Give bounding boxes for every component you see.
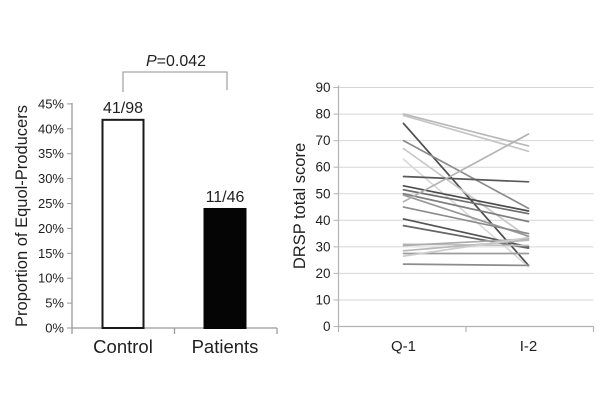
line-category-label: Q-1 xyxy=(391,338,416,355)
line-category-label: I-2 xyxy=(520,338,538,355)
subject-18-line xyxy=(402,239,530,252)
subject-9-line xyxy=(402,188,530,215)
bar-category-label: Patients xyxy=(192,336,259,357)
subject-7-line xyxy=(402,175,530,183)
y-tick-label: 40 xyxy=(315,213,330,228)
subject-13-line xyxy=(402,206,530,235)
y-tick-label: 25% xyxy=(38,196,64,211)
line-chart: 0 10 20 30 40 50 60 70 80 90 DRSP total score Q-1 I-… xyxy=(291,80,595,355)
y-tick-label: 60 xyxy=(315,160,330,175)
subject-10-line xyxy=(402,192,530,223)
subject-1-line xyxy=(402,113,530,147)
significance-bracket xyxy=(122,71,228,92)
subject-4-line xyxy=(402,139,530,210)
y-tick-label: 90 xyxy=(315,80,330,95)
y-tick-label: 20 xyxy=(315,266,330,281)
bar-category-label: Control xyxy=(93,336,153,357)
y-tick-label: 30% xyxy=(38,171,64,186)
y-tick-label: 10% xyxy=(38,271,64,286)
bar-count-label: 41/98 xyxy=(103,100,143,117)
y-tick-label: 0% xyxy=(45,321,64,336)
y-tick-label: 5% xyxy=(45,296,64,311)
y-tick-label: 35% xyxy=(38,146,64,161)
subject-20-line xyxy=(402,236,530,257)
subject-12-line xyxy=(402,133,530,203)
subject-5-line xyxy=(402,147,530,239)
bar-chart: 0% 5% 10% 15% 20% 25% 30% 35% 40% 45% Proportion o… xyxy=(13,53,278,357)
y-tick-label: 40% xyxy=(38,121,64,136)
y-tick-label: 0 xyxy=(323,319,331,334)
y-tick-label: 15% xyxy=(38,246,64,261)
p-value-label: P=0.042 xyxy=(146,53,206,70)
bar-patients xyxy=(203,207,247,329)
subject-21-line xyxy=(402,263,530,267)
bar-y-axis-title: Proportion of Equol-Producers xyxy=(13,105,31,327)
y-tick-label: 10 xyxy=(315,292,330,307)
bar-control xyxy=(101,118,145,329)
line-y-axis-title: DRSP total score xyxy=(291,143,309,269)
y-tick-label: 70 xyxy=(315,133,330,148)
y-tick-label: 45% xyxy=(38,96,64,111)
subject-15-line xyxy=(402,224,530,250)
y-tick-label: 30 xyxy=(315,239,330,254)
bar-count-label: 11/46 xyxy=(206,189,245,206)
y-tick-label: 50 xyxy=(315,186,330,201)
y-tick-label: 80 xyxy=(315,107,330,122)
y-tick-label: 20% xyxy=(38,221,64,236)
